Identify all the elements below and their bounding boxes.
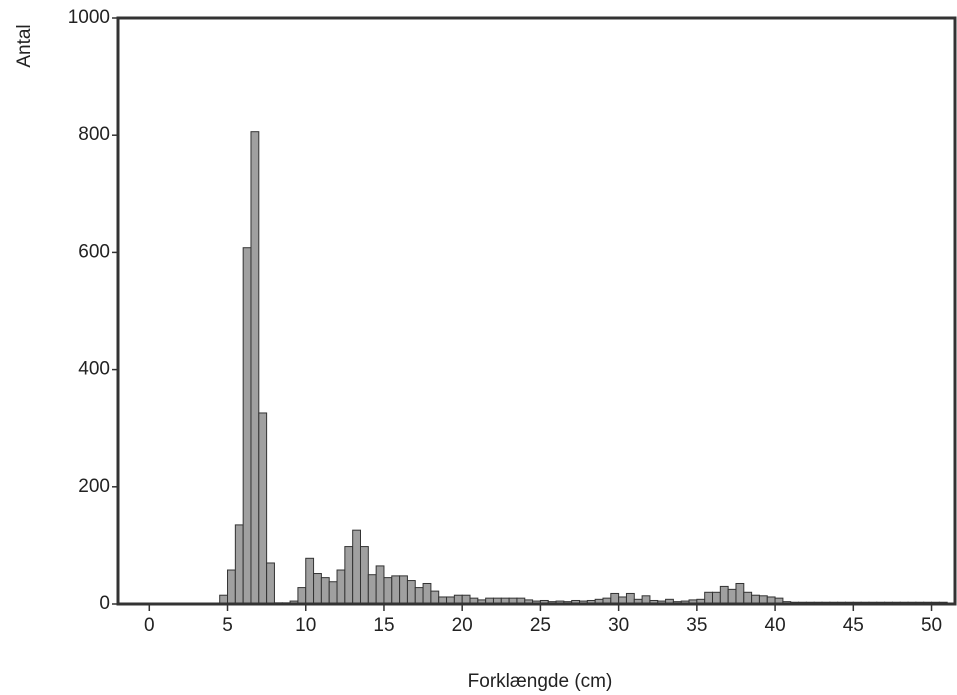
- x-tick-label: 15: [373, 615, 394, 636]
- y-tick-label: 400: [78, 359, 110, 380]
- bar: [743, 591, 753, 605]
- y-tick-label: 1000: [68, 7, 110, 28]
- x-tick-label: 25: [530, 615, 551, 636]
- bar: [414, 587, 424, 605]
- y-axis-label: Antal: [14, 24, 35, 67]
- bar: [391, 575, 401, 605]
- bar: [399, 575, 408, 605]
- bar: [234, 524, 244, 605]
- y-tick-label: 0: [99, 593, 110, 614]
- bar: [297, 587, 307, 605]
- bar: [712, 591, 721, 605]
- bar: [430, 590, 440, 605]
- bar: [258, 412, 268, 605]
- bar: [610, 592, 620, 605]
- bar: [242, 247, 252, 605]
- bar: [336, 569, 346, 605]
- x-tick-label: 35: [686, 615, 707, 636]
- bar: [367, 574, 377, 605]
- y-tick-label: 200: [78, 476, 110, 497]
- x-axis-label: Forklængde (cm): [468, 671, 613, 692]
- bar: [422, 582, 432, 605]
- bar: [625, 592, 635, 605]
- bar: [359, 546, 369, 605]
- bar: [227, 569, 236, 605]
- bar: [719, 585, 729, 605]
- bar: [352, 529, 361, 605]
- x-tick-label: 40: [765, 615, 786, 636]
- bar: [320, 577, 330, 605]
- x-tick-label: 5: [222, 615, 233, 636]
- bar: [250, 131, 260, 605]
- bar: [383, 577, 393, 605]
- bar: [735, 582, 745, 605]
- x-tick-label: 0: [144, 615, 155, 636]
- bar: [266, 562, 275, 605]
- bar: [727, 588, 737, 605]
- x-tick-label: 10: [295, 615, 316, 636]
- bar: [406, 580, 416, 605]
- y-tick-label: 800: [78, 124, 110, 145]
- x-tick-label: 45: [843, 615, 864, 636]
- bar: [305, 557, 315, 605]
- plot-frame: [116, 16, 957, 606]
- bar: [313, 573, 322, 605]
- x-tick-label: 50: [921, 615, 942, 636]
- y-tick-label: 600: [78, 241, 110, 262]
- bar: [328, 581, 338, 605]
- x-tick-label: 30: [608, 615, 629, 636]
- bar: [704, 591, 714, 605]
- x-tick-label: 20: [452, 615, 473, 636]
- bar: [375, 565, 385, 605]
- bar: [344, 546, 354, 605]
